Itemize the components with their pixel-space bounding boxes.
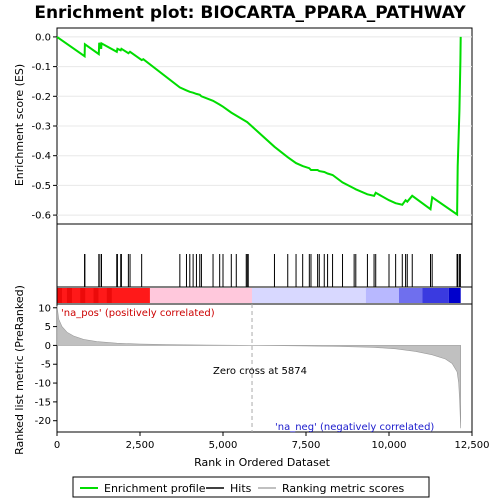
metric-y-tick-label: 5 bbox=[45, 322, 51, 333]
ranking-color-segment bbox=[422, 288, 449, 303]
legend-metric-label: Ranking metric scores bbox=[282, 482, 404, 495]
x-tick-label: 7,500 bbox=[292, 440, 321, 451]
metric-y-tick-label: 10 bbox=[38, 303, 51, 314]
negative-correlation-label: 'na_neg' (negatively correlated) bbox=[275, 422, 434, 433]
legend: Enrichment profile Hits Ranking metric s… bbox=[72, 476, 430, 498]
metric-y-axis-label: Ranked list metric (PreRanked) bbox=[13, 285, 26, 455]
metric-y-tick-label: 0 bbox=[45, 341, 51, 352]
ranking-color-stripe bbox=[106, 288, 112, 303]
enrichment-profile-line bbox=[56, 36, 462, 217]
ranking-color-segment bbox=[448, 288, 461, 303]
x-tick-label: 2,500 bbox=[126, 440, 155, 451]
legend-hits-label: Hits bbox=[230, 482, 252, 495]
ranking-color-stripe bbox=[57, 288, 62, 303]
ranking-metric-area bbox=[56, 305, 461, 429]
legend-profile-label: Enrichment profile bbox=[104, 482, 206, 495]
ranking-color-segment bbox=[149, 288, 253, 303]
x-axis-label: Rank in Ordered Dataset bbox=[194, 456, 331, 469]
es-y-tick-label: -0.6 bbox=[31, 211, 51, 222]
hits-panel-frame bbox=[56, 223, 473, 288]
chart-title: Enrichment plot: BIOCARTA_PPARA_PATHWAY bbox=[34, 3, 466, 23]
x-tick-label: 0 bbox=[54, 440, 60, 451]
ranking-color-stripe bbox=[80, 288, 86, 303]
ranking-color-segment bbox=[252, 288, 366, 303]
metric-y-tick-label: -20 bbox=[35, 416, 51, 427]
es-y-tick-label: -0.2 bbox=[31, 92, 51, 103]
es-y-tick-label: 0.0 bbox=[35, 32, 51, 43]
metric-y-tick-label: -5 bbox=[41, 360, 51, 371]
ranking-color-segment bbox=[398, 288, 423, 303]
metric-y-tick-label: -10 bbox=[35, 379, 51, 390]
legend-frame bbox=[72, 476, 430, 498]
ranking-color-segment bbox=[365, 288, 399, 303]
es-y-tick-label: -0.1 bbox=[31, 62, 51, 73]
metric-panel-frame bbox=[56, 303, 473, 433]
x-tick-label: 10,000 bbox=[372, 440, 407, 451]
x-tick-label: 5,000 bbox=[209, 440, 238, 451]
es-y-axis-label: Enrichment score (ES) bbox=[13, 64, 26, 186]
zero-cross-label: Zero cross at 5874 bbox=[213, 366, 307, 377]
es-y-tick-label: -0.5 bbox=[31, 181, 51, 192]
ranking-color-stripe bbox=[66, 288, 72, 303]
es-y-tick-label: -0.3 bbox=[31, 122, 51, 133]
metric-y-tick-label: -15 bbox=[35, 397, 51, 408]
es-y-tick-label: -0.4 bbox=[31, 151, 51, 162]
positive-correlation-label: 'na_pos' (positively correlated) bbox=[61, 308, 215, 319]
ranking-color-stripe bbox=[93, 288, 99, 303]
x-tick-label: 12,500 bbox=[455, 440, 490, 451]
